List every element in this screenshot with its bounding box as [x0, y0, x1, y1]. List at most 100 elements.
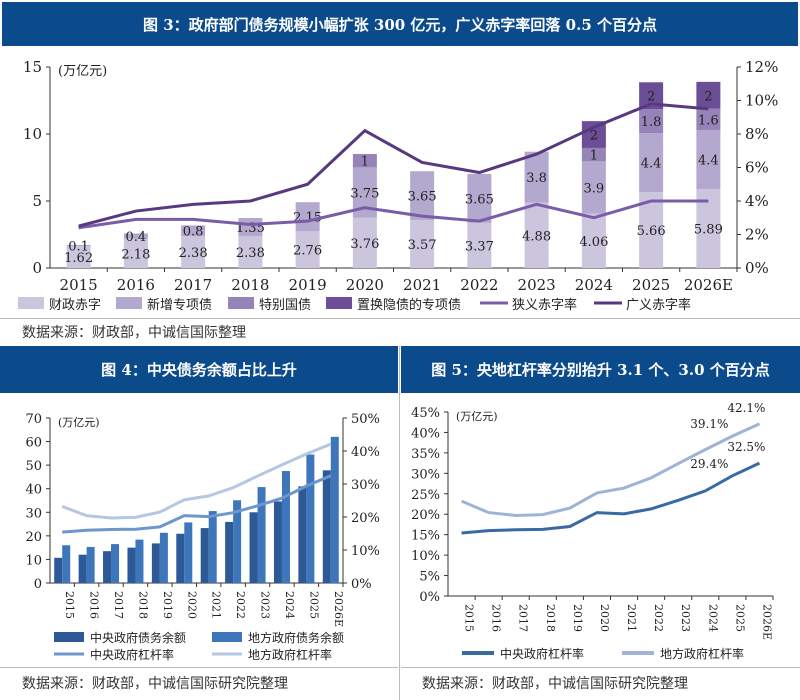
y-tick-label: 10: [23, 125, 42, 143]
y-tick-label: 30: [25, 506, 42, 521]
bar-data-label: 2.76: [293, 244, 322, 259]
legend-swatch: [116, 297, 142, 309]
bar-data-label: 2.18: [121, 247, 150, 262]
y-tick-label: 20: [25, 530, 42, 545]
y2-tick-label: 0%: [745, 259, 769, 277]
x-tick-label: 2022: [652, 604, 665, 632]
bar-中央政府债务余额: [54, 557, 63, 583]
y2-tick-label: 20%: [351, 511, 380, 526]
x-tick-label: 2018: [231, 276, 269, 294]
x-tick-label: 2024: [706, 604, 719, 632]
bar-data-label: 2.38: [236, 246, 265, 261]
bar-新增专项债: [467, 173, 492, 223]
x-tick-label: 2022: [234, 591, 247, 619]
x-tick-label: 2025: [307, 591, 320, 619]
fig4-source: 数据来源：财政部，中诚信国际研究院整理: [22, 676, 288, 692]
bar-地方政府债务余额: [330, 436, 339, 583]
legend-swatch: [54, 632, 84, 642]
y-tick-label: 60: [25, 436, 42, 451]
bar-财政赤字: [123, 238, 148, 268]
line-广义赤字率: [78, 102, 709, 228]
y2-tick-label: 40%: [351, 445, 380, 460]
divider: [0, 318, 800, 319]
bar-新增专项债: [410, 171, 435, 221]
bar-财政赤字: [467, 222, 492, 268]
bar-新增专项债: [696, 130, 721, 190]
legend-swatch: [326, 297, 352, 309]
legend-label: 地方政府债务余额: [248, 630, 344, 645]
bar-新增专项债: [295, 202, 320, 232]
bar-data-label: 3.37: [465, 239, 494, 254]
legend-swatch: [18, 297, 44, 309]
bar-特别国债: [581, 147, 606, 162]
bar-中央政府债务余额: [249, 512, 258, 583]
bar-data-label: 3.57: [408, 238, 437, 253]
y2-tick-label: 4%: [745, 192, 769, 210]
x-tick-label: 2022: [460, 276, 498, 294]
x-tick-label: 2026E: [684, 276, 733, 294]
y2-tick-label: 0%: [351, 577, 372, 592]
y-tick-label: 15%: [411, 529, 440, 544]
fig5-title: 图 5：央地杠杆率分别抬升 3.1 个、3.0 个百分点: [401, 346, 800, 393]
bar-财政赤字: [181, 236, 206, 268]
y-tick-label: 5: [32, 192, 42, 210]
bar-新增专项债: [639, 133, 664, 193]
unit-label: (万亿元): [58, 64, 107, 79]
x-tick-label: 2017: [517, 604, 530, 632]
bar-地方政府债务余额: [184, 522, 193, 583]
y-tick-label: 40: [25, 483, 42, 498]
y2-tick-label: 50%: [351, 412, 380, 427]
bar-data-label: 5.89: [694, 223, 723, 238]
y2-tick-label: 30%: [351, 478, 380, 493]
y2-tick-label: 10%: [745, 92, 778, 110]
bar-中央政府债务余额: [103, 551, 112, 583]
bar-新增专项债: [66, 244, 91, 247]
x-tick-label: 2019: [289, 276, 327, 294]
y2-tick-label: 2%: [745, 226, 769, 244]
fig4-title: 图 4：中央债务余额占比上升: [0, 346, 398, 393]
bar-data-label: 2: [590, 129, 598, 144]
x-tick-label: 2020: [598, 604, 611, 632]
x-tick-label: 2025: [733, 604, 746, 632]
x-tick-label: 2015: [63, 591, 76, 619]
bar-特别国债: [696, 108, 721, 131]
bar-财政赤字: [295, 231, 320, 268]
bar-地方政府债务余额: [86, 546, 95, 583]
bar-特别国债: [639, 109, 664, 134]
y2-tick-label: 10%: [351, 544, 380, 559]
bar-data-label: 4.4: [641, 157, 662, 172]
x-tick-label: 2025: [632, 276, 670, 294]
bar-财政赤字: [352, 217, 377, 268]
fig3-title: 图 3：政府部门债务规模小幅扩张 300 亿元，广义赤字率回落 0.5 个百分点: [2, 2, 798, 46]
legend-label: 狭义赤字率: [512, 297, 577, 313]
x-tick-label: 2017: [112, 591, 125, 619]
x-tick-label: 2018: [544, 604, 557, 632]
data-label: 39.1%: [690, 417, 728, 431]
divider: [401, 667, 800, 668]
bar-中央政府债务余额: [200, 528, 209, 583]
data-label: 32.5%: [727, 440, 765, 454]
bar-中央政府债务余额: [127, 547, 136, 583]
bar-中央政府债务余额: [78, 554, 87, 583]
legend-label: 特别国债: [259, 298, 311, 313]
legend-swatch: [212, 632, 242, 642]
x-tick-label: 2026E: [332, 591, 345, 627]
unit-label: (万亿元): [58, 416, 100, 429]
y-tick-label: 15: [23, 58, 42, 76]
y-tick-label: 30%: [411, 467, 440, 482]
legend-label: 广义赤字率: [626, 297, 691, 313]
x-tick-label: 2015: [60, 276, 98, 294]
data-label: 42.1%: [727, 401, 765, 415]
bar-置换隐债的专项债: [696, 81, 721, 109]
bar-data-label: 5.66: [637, 224, 666, 239]
bar-data-label: 1.62: [64, 251, 93, 266]
bar-新增专项债: [123, 233, 148, 239]
x-tick-label: 2019: [571, 604, 584, 632]
bar-财政赤字: [581, 213, 606, 268]
x-tick-label: 2021: [210, 591, 223, 619]
y-tick-label: 0: [32, 259, 42, 277]
x-tick-label: 2023: [679, 604, 692, 632]
legend-label: 地方政府杠杆率: [248, 647, 332, 662]
x-tick-label: 2015: [463, 604, 476, 632]
data-label: 29.4%: [690, 457, 728, 471]
